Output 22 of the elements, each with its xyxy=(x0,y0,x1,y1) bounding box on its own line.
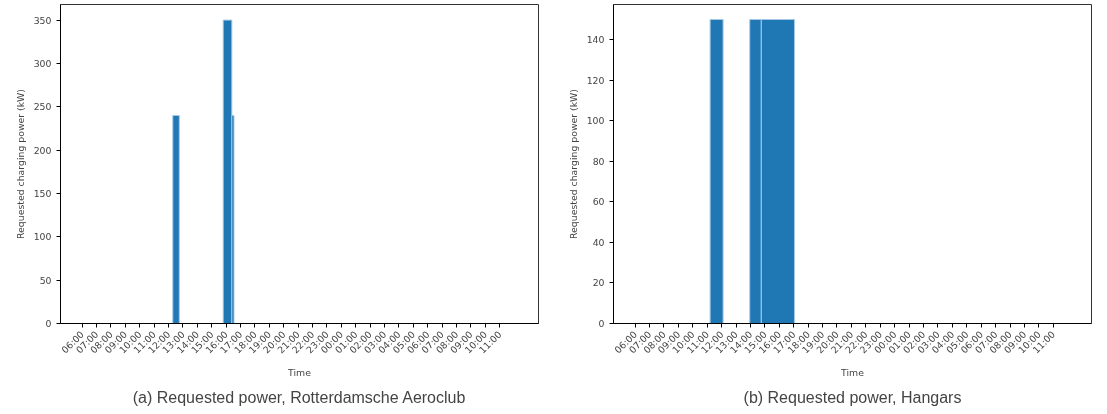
y-tick-label: 140 xyxy=(586,34,605,46)
y-tick-label: 60 xyxy=(592,196,605,208)
y-tick-label: 50 xyxy=(39,274,52,286)
y-tick-label: 0 xyxy=(45,318,52,329)
y-tick-label: 300 xyxy=(33,57,52,69)
y-tick-label: 250 xyxy=(33,101,52,113)
text: (b) Requested power, Hangars xyxy=(743,388,962,406)
y-axis-title: Requested charging power (kW) xyxy=(14,89,26,239)
y-tick-label: 0 xyxy=(598,318,605,329)
y-tick-label: 20 xyxy=(592,277,605,289)
y-tick-label: 80 xyxy=(592,155,605,167)
y-axis-title: Requested charging power (kW) xyxy=(567,89,579,239)
y-tick-label: 100 xyxy=(586,115,605,127)
y-tick-label: 350 xyxy=(33,14,52,26)
y-tick-label: 40 xyxy=(592,236,605,248)
y-tick-label: 200 xyxy=(33,144,52,156)
y-tick-label: 150 xyxy=(33,187,52,199)
text: (a) Requested power, Rotterdamsche Aeroclub xyxy=(132,388,466,406)
x-axis-title: Time xyxy=(287,367,312,379)
y-tick-label: 100 xyxy=(33,231,52,243)
x-axis-title: Time xyxy=(840,367,865,379)
y-tick-label: 120 xyxy=(586,74,605,86)
